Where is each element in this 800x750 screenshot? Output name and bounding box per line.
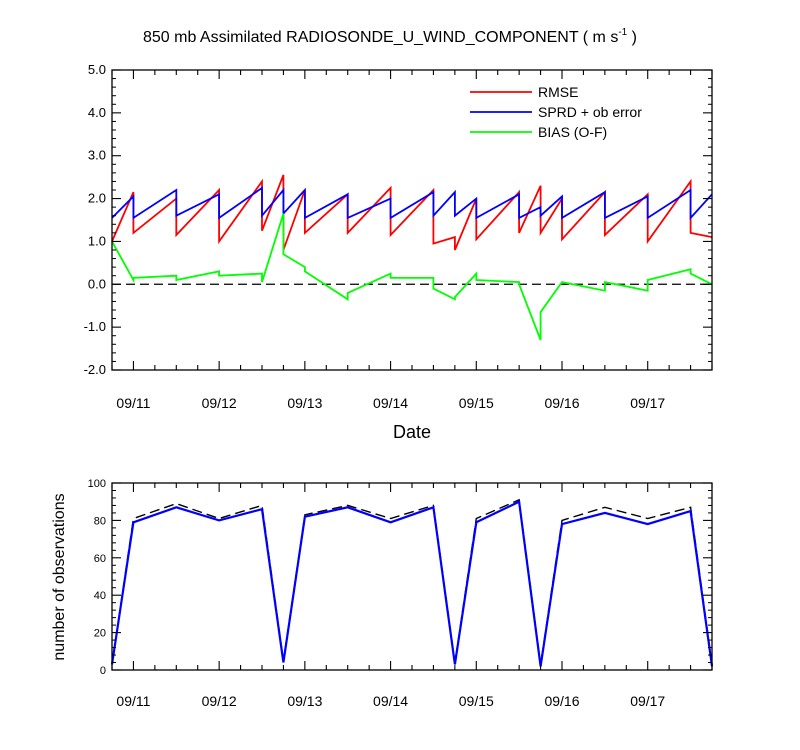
y-tick-label: 100	[88, 478, 106, 490]
x-tick-label: 09/16	[544, 693, 579, 709]
x-tick-label: 09/15	[459, 395, 494, 411]
x-tick-label: 09/14	[373, 693, 408, 709]
series-line-assimilated-observations	[110, 500, 714, 667]
x-axis-label: Date	[393, 422, 431, 442]
legend-label: BIAS (O-F)	[538, 124, 607, 140]
x-tick-label: 09/13	[287, 395, 322, 411]
x-tick-label: 09/12	[202, 693, 237, 709]
chart-title: 850 mb Assimilated RADIOSONDE_U_WIND_COM…	[143, 27, 637, 46]
x-tick-label: 09/14	[373, 395, 408, 411]
title-suffix: )	[627, 29, 637, 46]
x-tick-label: 09/16	[544, 395, 579, 411]
y-tick-label: 2.0	[88, 191, 106, 206]
y-tick-label: 1.0	[88, 233, 106, 248]
y-tick-label: 80	[94, 515, 106, 527]
legend-label: RMSE	[538, 84, 578, 100]
x-tick-label: 09/17	[630, 693, 665, 709]
x-tick-label: 09/17	[630, 395, 665, 411]
y-tick-label: -1.0	[84, 319, 106, 334]
y-tick-label: 3.0	[88, 148, 106, 163]
x-tick-label: 09/11	[116, 693, 150, 709]
legend-label: SPRD + ob error	[538, 104, 642, 120]
plot-frame	[111, 482, 713, 671]
series-line-possible-observations	[111, 498, 713, 665]
y-tick-label: -2.0	[84, 362, 106, 377]
y-tick-label: 20	[94, 628, 106, 640]
x-tick-label: 09/15	[459, 693, 494, 709]
title-superscript: -1	[618, 27, 627, 38]
y-axis-label: number of observations	[51, 493, 68, 660]
y-tick-label: 40	[94, 590, 106, 602]
y-tick-label: 60	[94, 553, 106, 565]
x-tick-label: 09/12	[202, 395, 237, 411]
y-tick-label: 5.0	[88, 62, 106, 77]
series-line-sprd-ob-error	[111, 186, 713, 221]
y-tick-label: 0	[100, 665, 106, 677]
y-tick-label: 4.0	[88, 105, 106, 120]
y-tick-label: 0.0	[88, 276, 106, 291]
legend: RMSE SPRD + ob error BIAS (O-F)	[470, 84, 642, 140]
series-line-bias-o-f	[111, 213, 713, 341]
rmse-spread-bias-chart: 850 mb Assimilated RADIOSONDE_U_WIND_COM…	[84, 27, 713, 442]
observation-count-chart: number of observations 0 20 40 60 80 100 09/11…	[51, 478, 714, 709]
x-tick-label: 09/11	[116, 395, 150, 411]
x-tick-label: 09/13	[287, 693, 322, 709]
series-line-rmse	[111, 174, 713, 251]
